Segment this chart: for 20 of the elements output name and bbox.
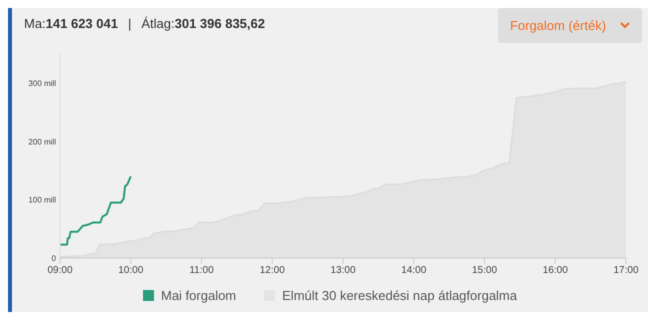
x-tick-label: 15:00 (472, 265, 498, 276)
x-tick-label: 17:00 (613, 265, 639, 276)
y-tick-label: 300 mill (28, 79, 56, 88)
legend-label: Mai forgalom (161, 288, 236, 303)
x-tick-label: 10:00 (118, 265, 144, 276)
text: Forgalom (érték) (510, 18, 606, 33)
x-tick-label: 09:00 (47, 265, 73, 276)
legend-label: Elmúlt 30 kereskedési nap átlagforgalma (282, 288, 517, 303)
x-tick-label: 14:00 (401, 265, 427, 276)
y-tick-label: 200 mill (28, 137, 56, 146)
x-tick-label: 13:00 (330, 265, 356, 276)
text: Átlag:301 396 835,62 (141, 16, 265, 31)
x-tick-label: 11:00 (189, 265, 214, 276)
x-tick-label: 16:00 (542, 265, 568, 276)
y-tick-label: 0 (52, 254, 57, 263)
x-tick-label: 12:00 (260, 265, 286, 276)
text: | (128, 16, 132, 31)
y-tick-label: 100 mill (28, 196, 56, 205)
line-series (60, 175, 132, 246)
text: Ma:141 623 041 (24, 16, 118, 31)
